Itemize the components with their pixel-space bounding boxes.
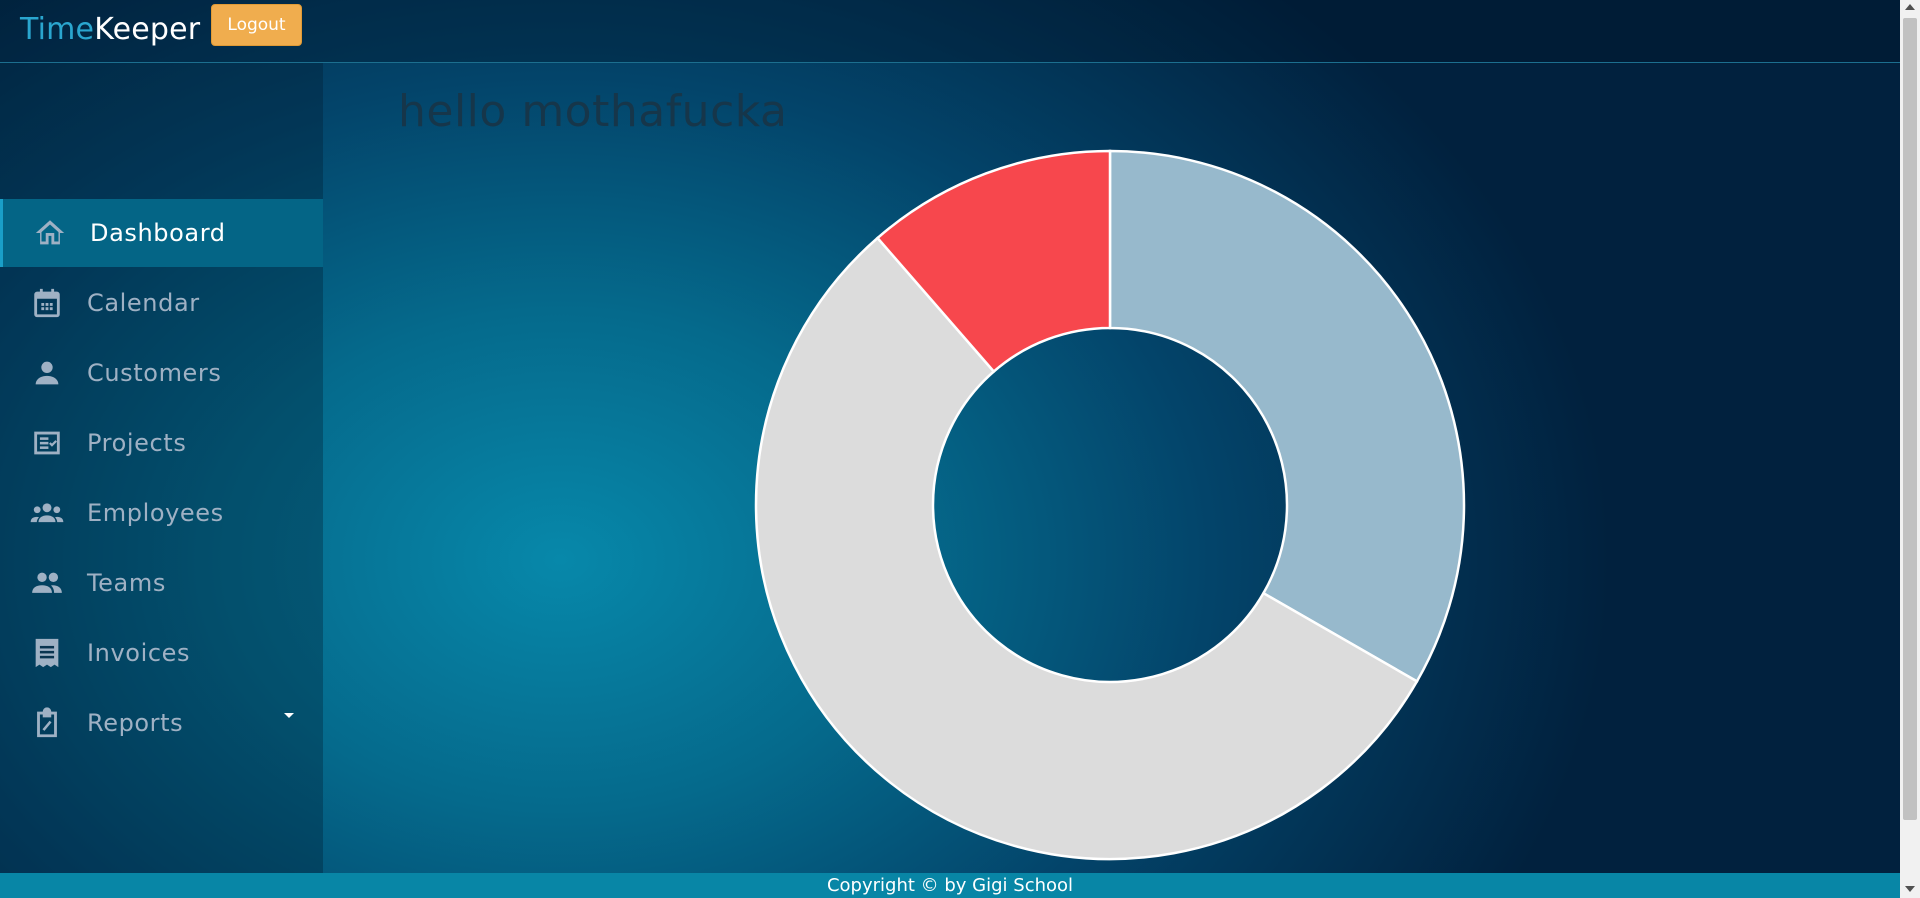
sidebar-item-label: Dashboard	[90, 219, 226, 247]
sidebar-item-label: Projects	[87, 429, 187, 457]
sidebar-item-label: Customers	[87, 359, 222, 387]
brand-logo[interactable]: TimeKeeper	[20, 12, 200, 47]
sidebar-item-teams[interactable]: Teams	[0, 549, 323, 617]
doughnut-segment-3[interactable]	[875, 149, 1112, 374]
clipboard-icon	[30, 706, 64, 740]
scroll-down-icon[interactable]	[1905, 886, 1915, 892]
logout-button[interactable]: Logout	[211, 4, 302, 46]
doughnut-segment-2[interactable]	[754, 236, 1419, 861]
sidebar-item-employees[interactable]: Employees	[0, 479, 323, 547]
scrollbar-thumb[interactable]	[1903, 18, 1917, 820]
sidebar-item-reports[interactable]: Reports	[0, 689, 323, 757]
vertical-scrollbar[interactable]	[1900, 0, 1920, 898]
people-icon	[30, 566, 64, 600]
brand-name-part2: Keeper	[94, 12, 201, 47]
sidebar: Dashboard Calendar Customers Projects Em…	[0, 63, 323, 873]
sidebar-item-customers[interactable]: Customers	[0, 339, 323, 407]
sidebar-item-invoices[interactable]: Invoices	[0, 619, 323, 687]
home-icon	[33, 216, 67, 250]
top-navbar: TimeKeeper Logout	[0, 0, 1900, 63]
doughnut-chart-svg	[754, 149, 1466, 861]
brand-name-part1: Time	[20, 12, 95, 47]
person-icon	[30, 356, 64, 390]
sidebar-item-dashboard[interactable]: Dashboard	[0, 199, 323, 267]
checklist-icon	[30, 426, 64, 460]
sidebar-item-projects[interactable]: Projects	[0, 409, 323, 477]
receipt-icon	[30, 636, 64, 670]
scroll-up-icon[interactable]	[1905, 4, 1915, 10]
sidebar-item-label: Teams	[87, 569, 166, 597]
page-title: hello mothafucka	[398, 86, 788, 137]
calendar-icon	[30, 286, 64, 320]
doughnut-chart	[750, 145, 1470, 865]
chevron-down-icon[interactable]	[284, 713, 294, 718]
sidebar-item-calendar[interactable]: Calendar	[0, 269, 323, 337]
sidebar-item-label: Invoices	[87, 639, 191, 667]
sidebar-item-label: Employees	[87, 499, 224, 527]
sidebar-item-label: Reports	[87, 709, 184, 737]
doughnut-segment-1[interactable]	[1108, 149, 1466, 684]
sidebar-item-label: Calendar	[87, 289, 200, 317]
footer: Copyright © by Gigi School	[0, 873, 1900, 898]
group-icon	[30, 496, 64, 530]
